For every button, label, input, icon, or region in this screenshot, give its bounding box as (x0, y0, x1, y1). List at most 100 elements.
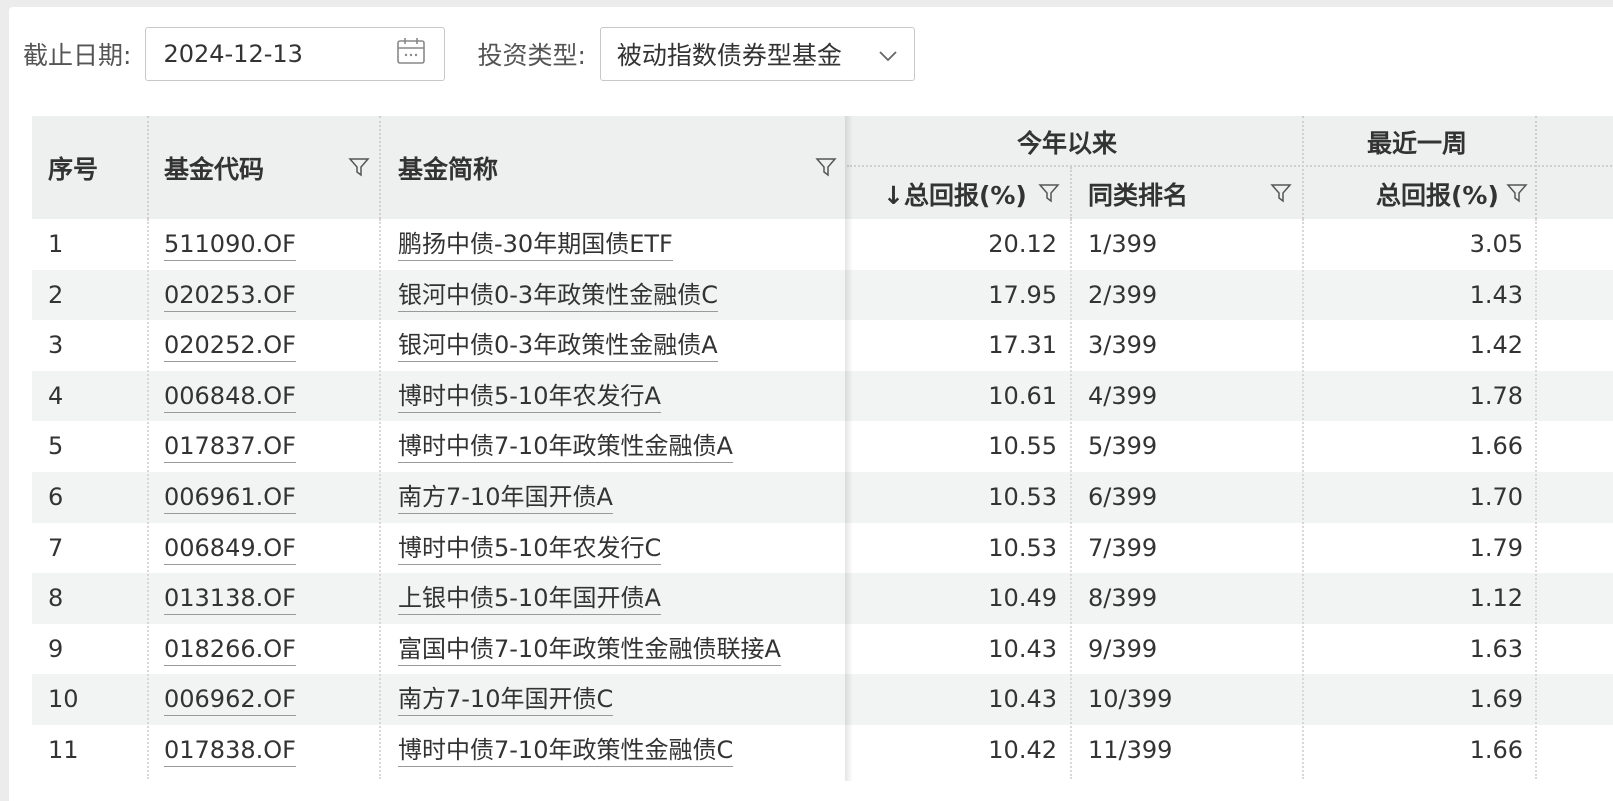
col-group-week: 最近一周 (1367, 129, 1468, 158)
table-header: 序号 基金代码 基金简称 今年以来 最近一周 ↓总回报(%) 同类排名 总回报(… (32, 116, 1613, 219)
fund-name-link[interactable]: 银河中债0-3年政策性金融债A (398, 331, 718, 363)
fund-code-link[interactable]: 017838.OF (164, 735, 296, 767)
fund-code-link[interactable]: 006961.OF (164, 482, 296, 514)
fund-name-link[interactable]: 博时中债7-10年政策性金融债C (398, 735, 734, 767)
table-row[interactable]: 5 017837.OF 博时中债7-10年政策性金融债A 10.55 5/399 1.66 (32, 421, 1613, 472)
ytd-return-value: 10.61 (988, 381, 1057, 410)
fund-name-cell: 南方7-10年国开债C (398, 674, 614, 725)
ytd-return-cell: 10.43 (850, 624, 1057, 675)
week-return-cell: 1.42 (1303, 320, 1523, 371)
ytd-return-cell: 10.53 (850, 523, 1057, 574)
fund-code-link[interactable]: 020253.OF (164, 280, 296, 312)
fund-code-cell: 006962.OF (164, 674, 296, 725)
week-return-cell: 3.05 (1303, 219, 1523, 270)
col-divider (379, 219, 381, 779)
fund-code-link[interactable]: 006962.OF (164, 685, 296, 717)
week-return-cell: 1.43 (1303, 270, 1523, 321)
week-return-value: 1.63 (1469, 634, 1523, 663)
fund-name-link[interactable]: 博时中债7-10年政策性金融债A (398, 432, 733, 464)
ytd-return-value: 20.12 (988, 230, 1057, 258)
week-return-value: 1.66 (1469, 432, 1523, 461)
filter-bar: 截止日期: 2024-12-13 投资类型: 被动指数债券型基金 (23, 27, 915, 81)
row-index-cell: 8 (48, 573, 63, 624)
table-row[interactable]: 11 017838.OF 博时中债7-10年政策性金融债C 10.42 11/399 1.… (32, 725, 1613, 776)
filter-funnel-icon[interactable] (348, 156, 370, 178)
ytd-rank-cell: 7/399 (1088, 523, 1157, 574)
row-index-cell: 6 (48, 472, 63, 523)
table-row[interactable]: 8 013138.OF 上银中债5-10年国开债A 10.49 8/399 1.12 (32, 573, 1613, 624)
col-group-ytd: 今年以来 (1017, 129, 1118, 158)
row-index: 9 (48, 634, 64, 663)
table-row[interactable]: 10 006962.OF 南方7-10年国开债C 10.43 10/399 1.69 (32, 674, 1613, 725)
ytd-return-cell: 10.49 (850, 573, 1057, 624)
ytd-return-cell: 10.61 (850, 371, 1057, 422)
ytd-return-value: 10.43 (988, 685, 1057, 714)
investment-type-label: 投资类型: (477, 41, 586, 70)
col-header-week-return[interactable]: 总回报(%) (1376, 181, 1499, 210)
row-index: 11 (48, 735, 79, 764)
investment-type-select[interactable]: 被动指数债券型基金 (599, 27, 915, 81)
table-row[interactable]: 7 006849.OF 博时中债5-10年农发行C 10.53 7/399 1.79 (32, 523, 1613, 574)
table-row[interactable]: 2 020253.OF 银河中债0-3年政策性金融债C 17.95 2/399 1.43 (32, 269, 1613, 321)
col-header-ytd-return[interactable]: ↓总回报(%) (883, 181, 1027, 210)
col-divider (1070, 219, 1072, 779)
filter-funnel-icon[interactable] (1038, 182, 1060, 204)
fund-name-link[interactable]: 银河中债0-3年政策性金融债C (398, 280, 718, 312)
date-picker[interactable]: 2024-12-13 (145, 27, 446, 81)
calendar-icon[interactable] (396, 36, 426, 72)
fund-code-cell: 017837.OF (164, 421, 296, 472)
fund-name-link[interactable]: 富国中债7-10年政策性金融债联接A (398, 634, 781, 666)
fund-code-link[interactable]: 006849.OF (164, 533, 296, 565)
filter-funnel-icon[interactable] (815, 156, 837, 178)
fund-code-link[interactable]: 018266.OF (164, 634, 296, 666)
ytd-return-cell: 10.53 (850, 472, 1057, 523)
table-row[interactable]: 6 006961.OF 南方7-10年国开债A 10.53 6/399 1.70 (32, 471, 1613, 523)
col-header-ytd-rank[interactable]: 同类排名 (1088, 181, 1189, 210)
investment-type-value: 被动指数债券型基金 (616, 41, 842, 70)
ytd-rank-value: 4/399 (1088, 381, 1158, 410)
fund-name-cell: 南方7-10年国开债A (398, 472, 613, 523)
fund-name-cell: 博时中债7-10年政策性金融债C (398, 725, 734, 776)
table-row[interactable]: 9 018266.OF 富国中债7-10年政策性金融债联接A 10.43 9/399 1.… (32, 624, 1613, 675)
ytd-rank-value: 5/399 (1088, 432, 1158, 461)
table-row[interactable]: 4 006848.OF 博时中债5-10年农发行A 10.61 4/399 1.78 (32, 370, 1613, 422)
week-return-value: 1.43 (1469, 280, 1523, 309)
table-row[interactable]: 3 020252.OF 银河中债0-3年政策性金融债A 17.31 3/399 1.42 (32, 320, 1613, 371)
date-label: 截止日期: (23, 41, 132, 70)
fund-code-cell: 020252.OF (164, 320, 296, 371)
fund-name-link[interactable]: 南方7-10年国开债C (398, 685, 614, 717)
row-index-cell: 9 (48, 624, 63, 675)
fund-code-link[interactable]: 017837.OF (164, 432, 296, 464)
fund-code-link[interactable]: 020252.OF (164, 331, 296, 363)
col-header-name[interactable]: 基金简称 (398, 155, 499, 184)
fund-name-cell: 上银中债5-10年国开债A (398, 573, 661, 624)
row-index-cell: 1 (48, 219, 63, 270)
week-return-cell: 1.79 (1303, 523, 1523, 574)
fund-code-cell: 013138.OF (164, 573, 296, 624)
ytd-return-value: 17.95 (988, 280, 1057, 309)
week-return-value: 1.66 (1469, 735, 1523, 764)
ytd-rank-cell: 2/399 (1088, 270, 1157, 321)
fund-code-cell: 018266.OF (164, 624, 296, 675)
col-divider (1535, 219, 1537, 779)
fund-code-link[interactable]: 511090.OF (164, 230, 296, 261)
col-header-code[interactable]: 基金代码 (164, 155, 265, 184)
ytd-rank-value: 1/399 (1088, 230, 1158, 258)
ytd-return-cell: 17.95 (850, 270, 1057, 321)
row-index: 2 (48, 280, 64, 309)
filter-funnel-icon[interactable] (1270, 182, 1292, 204)
week-return-value: 1.79 (1469, 533, 1523, 562)
fund-name-link[interactable]: 南方7-10年国开债A (398, 482, 613, 514)
fund-name-link[interactable]: 博时中债5-10年农发行C (398, 533, 662, 565)
fund-code-link[interactable]: 013138.OF (164, 584, 296, 616)
frozen-column-shadow (845, 116, 853, 781)
fund-name-link[interactable]: 博时中债5-10年农发行A (398, 381, 661, 413)
row-index: 5 (48, 432, 64, 461)
week-return-value: 3.05 (1469, 230, 1523, 258)
filter-funnel-icon[interactable] (1506, 182, 1528, 204)
fund-code-link[interactable]: 006848.OF (164, 381, 296, 413)
fund-name-link[interactable]: 鹏扬中债-30年期国债ETF (398, 230, 673, 261)
fund-name-link[interactable]: 上银中债5-10年国开债A (398, 584, 661, 616)
table-row[interactable]: 1 511090.OF 鹏扬中债-30年期国债ETF 20.12 1/399 3.05 (32, 219, 1613, 270)
chevron-down-icon (878, 40, 898, 69)
